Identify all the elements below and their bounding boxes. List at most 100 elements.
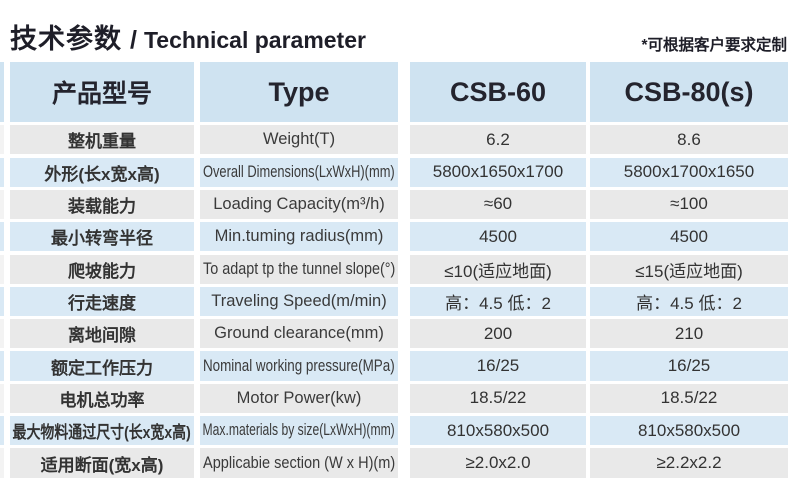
column-csb-80s: CSB-80(s) 8.6 5800x1700x1650 ≈100 4500 ≤15(适应… bbox=[590, 62, 788, 478]
cell-text: ≈60 bbox=[483, 194, 513, 214]
cell-text: To adapt tp the tunnel slope(°) bbox=[202, 259, 396, 278]
edge-sliver-cell bbox=[0, 125, 4, 155]
table-cell: 4500 bbox=[410, 222, 586, 252]
table-left-edge-sliver bbox=[0, 62, 4, 478]
table-cell: Nominal working pressure(MPa) bbox=[200, 351, 398, 381]
table-cell: Ground clearance(mm) bbox=[200, 319, 398, 349]
page-title: 技术参数 / Technical parameter bbox=[10, 17, 366, 56]
table-cell: 适用断面(宽x高) bbox=[10, 448, 194, 478]
cell-text: 16/25 bbox=[476, 356, 520, 376]
table-cell: Weight(T) bbox=[200, 125, 398, 155]
cell-text: 整机重量 bbox=[68, 132, 136, 152]
cell-text: 18.5/22 bbox=[660, 388, 718, 408]
table-cell: 18.5/22 bbox=[590, 383, 788, 413]
edge-sliver-cell bbox=[0, 351, 4, 381]
table-cell: Loading Capacity(m³/h) bbox=[200, 189, 398, 219]
cell-text: 行走速度 bbox=[68, 293, 136, 313]
header-label: Type bbox=[268, 76, 330, 107]
edge-sliver-cell bbox=[0, 286, 4, 316]
technical-parameter-table: 产品型号 整机重量 外形(长x宽x高) 装载能力 最小转弯半径 爬坡能力 行走速度 离地间隙额… bbox=[0, 62, 800, 478]
cell-text: 16/25 bbox=[667, 356, 711, 376]
table-cell: ≈100 bbox=[590, 189, 788, 219]
cell-text: 18.5/22 bbox=[469, 388, 527, 408]
table-cell: Overall Dimensions(LxWxH)(mm) bbox=[200, 157, 398, 187]
cell-text: 适用断面(宽x高) bbox=[40, 455, 164, 475]
table-cell: 高：4.5 低：2 bbox=[590, 286, 788, 316]
edge-sliver-cell bbox=[0, 448, 4, 478]
table-cell: 行走速度 bbox=[10, 286, 194, 316]
header-cell: CSB-80(s) bbox=[590, 62, 788, 122]
cell-text: 离地间隙 bbox=[68, 326, 136, 346]
table-cell: ≥2.0x2.0 bbox=[410, 448, 586, 478]
table-cell: 额定工作压力 bbox=[10, 351, 194, 381]
cell-text: 210 bbox=[674, 323, 704, 343]
edge-sliver-cell bbox=[0, 416, 4, 446]
cell-text: 4500 bbox=[670, 226, 708, 246]
cell-text: 6.2 bbox=[486, 129, 510, 149]
cell-text: Overall Dimensions(LxWxH)(mm) bbox=[203, 162, 395, 181]
title-separator: / bbox=[130, 26, 137, 54]
cell-text: 最小转弯半径 bbox=[51, 229, 153, 249]
header-label: 产品型号 bbox=[51, 80, 152, 108]
cell-text: 高：4.5 低：2 bbox=[445, 293, 551, 313]
table-cell: Max.materials by size(LxWxH)(mm) bbox=[200, 416, 398, 446]
cell-text: 8.6 bbox=[677, 129, 701, 149]
column-type: Type Weight(T) Overall Dimensions(LxWxH)(m… bbox=[200, 62, 398, 478]
table-cell: 210 bbox=[590, 319, 788, 349]
cell-text: 外形(长x宽x高) bbox=[44, 164, 160, 184]
edge-sliver-cell bbox=[0, 157, 4, 187]
cell-text: 最大物料通过尺寸(长x宽x高) bbox=[12, 423, 192, 443]
table-cell: 爬坡能力 bbox=[10, 254, 194, 284]
cell-text: Min.tuming radius(mm) bbox=[214, 227, 384, 246]
cell-text: Nominal working pressure(MPa) bbox=[203, 356, 395, 375]
table-cell: Motor Power(kw) bbox=[200, 383, 398, 413]
table-cell: 电机总功率 bbox=[10, 383, 194, 413]
table-cell: ≥2.2x2.2 bbox=[590, 448, 788, 478]
cell-text: 5800x1650x1700 bbox=[432, 162, 564, 182]
table-cell: 5800x1650x1700 bbox=[410, 157, 586, 187]
title-en: Technical parameter bbox=[143, 27, 366, 53]
cell-text: ≥2.0x2.0 bbox=[465, 453, 531, 473]
cell-text: 5800x1700x1650 bbox=[623, 162, 755, 182]
column-product-model: 产品型号 整机重量 外形(长x宽x高) 装载能力 最小转弯半径 爬坡能力 行走速度 离地间隙额… bbox=[10, 62, 194, 478]
cell-text: Motor Power(kw) bbox=[236, 388, 362, 407]
table-cell: 200 bbox=[410, 319, 586, 349]
table-cell: 18.5/22 bbox=[410, 383, 586, 413]
cell-text: Weight(T) bbox=[262, 130, 336, 149]
cell-text: 810x580x500 bbox=[446, 420, 550, 440]
edge-sliver-cell bbox=[0, 222, 4, 252]
table-cell: 6.2 bbox=[410, 125, 586, 155]
cell-text: 电机总功率 bbox=[59, 390, 145, 410]
table-cell: 最小转弯半径 bbox=[10, 222, 194, 252]
edge-sliver-cell bbox=[0, 383, 4, 413]
customization-note: *可根据客户要求定制 bbox=[641, 37, 787, 54]
table-cell: Applicabie section (W x H)(m) bbox=[200, 448, 398, 478]
table-cell: 810x580x500 bbox=[410, 416, 586, 446]
cell-text: Applicabie section (W x H)(m) bbox=[202, 453, 396, 472]
table-cell: 最大物料通过尺寸(长x宽x高) bbox=[10, 416, 194, 446]
column-csb-60: CSB-60 6.2 5800x1650x1700 ≈60 4500 ≤10(适应地面) 高… bbox=[410, 62, 586, 478]
header-cell: 产品型号 bbox=[10, 62, 194, 122]
table-cell: 整机重量 bbox=[10, 125, 194, 155]
cell-text: ≈100 bbox=[670, 194, 708, 214]
cell-text: Loading Capacity(m³/h) bbox=[213, 194, 385, 213]
header-cell: Type bbox=[200, 62, 398, 122]
title-zh: 技术参数 bbox=[10, 24, 122, 54]
cell-text: ≥2.2x2.2 bbox=[656, 453, 722, 473]
table-cell: ≤10(适应地面) bbox=[410, 254, 586, 284]
table-cell: 810x580x500 bbox=[590, 416, 788, 446]
table-cell: Min.tuming radius(mm) bbox=[200, 222, 398, 252]
cell-text: Ground clearance(mm) bbox=[214, 324, 384, 343]
table-cell: ≈60 bbox=[410, 189, 586, 219]
edge-sliver-cell bbox=[0, 254, 4, 284]
cell-text: ≤15(适应地面) bbox=[635, 261, 743, 281]
edge-sliver-cell bbox=[0, 189, 4, 219]
cell-text: 4500 bbox=[479, 226, 517, 246]
table-cell: 离地间隙 bbox=[10, 319, 194, 349]
header-cell bbox=[0, 62, 4, 122]
table-cell: 高：4.5 低：2 bbox=[410, 286, 586, 316]
table-cell: Traveling Speed(m/min) bbox=[200, 286, 398, 316]
cell-text: ≤10(适应地面) bbox=[444, 261, 552, 281]
edge-sliver-cell bbox=[0, 319, 4, 349]
table-cell: 5800x1700x1650 bbox=[590, 157, 788, 187]
